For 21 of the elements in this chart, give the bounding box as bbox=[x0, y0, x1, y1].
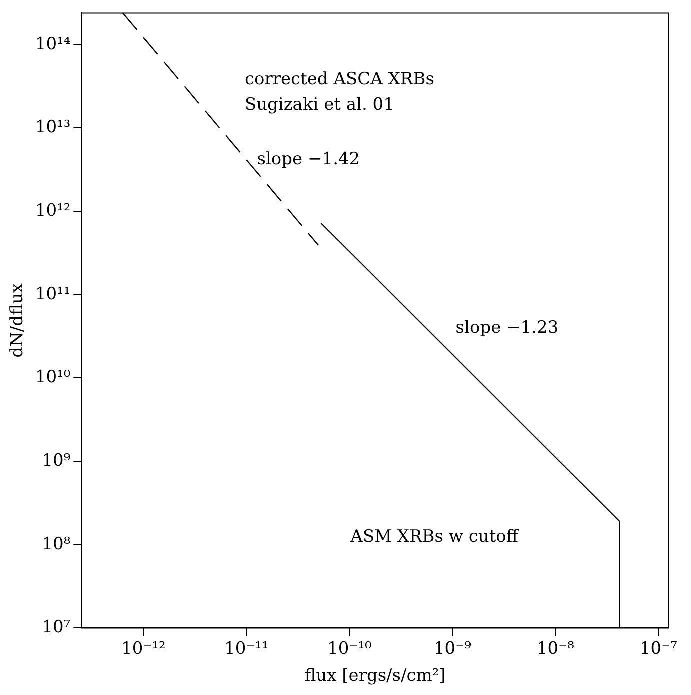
x-axis-title: flux [ergs/s/cm²] bbox=[304, 666, 446, 686]
y-tick-label: 10¹¹ bbox=[35, 284, 71, 304]
y-tick-label: 10⁸ bbox=[42, 534, 71, 554]
y-tick-label: 10¹² bbox=[35, 200, 71, 221]
y-axis-title: dN/dflux bbox=[8, 283, 28, 358]
annotation: Sugizaki et al. 01 bbox=[244, 94, 394, 115]
y-tick-label: 10¹⁰ bbox=[35, 368, 71, 388]
x-tick-label: 10⁻¹⁰ bbox=[328, 638, 372, 659]
x-tick-label: 10⁻⁹ bbox=[434, 638, 472, 659]
annotation: slope −1.23 bbox=[456, 318, 559, 338]
y-tick-label: 10¹³ bbox=[35, 118, 71, 138]
y-tick-label: 10⁹ bbox=[42, 450, 71, 471]
annotation: corrected ASCA XRBs bbox=[244, 70, 434, 90]
y-tick-label: 10¹⁴ bbox=[35, 34, 71, 54]
x-tick-label: 10⁻¹¹ bbox=[224, 638, 269, 659]
x-tick-label: 10⁻¹² bbox=[122, 638, 166, 659]
annotation: ASM XRBs w cutoff bbox=[350, 527, 520, 548]
annotation: slope −1.42 bbox=[257, 150, 360, 170]
x-tick-label: 10⁻⁸ bbox=[536, 638, 575, 659]
y-tick-label: 10⁷ bbox=[42, 618, 71, 638]
x-tick-label: 10⁻⁷ bbox=[640, 638, 678, 659]
